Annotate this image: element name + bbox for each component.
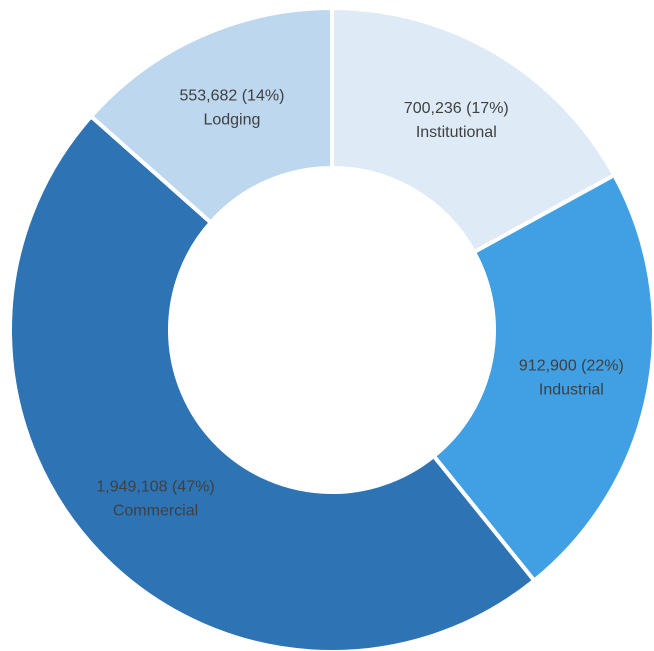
category-label: Commercial: [113, 503, 198, 520]
donut-slice: [430, 172, 654, 584]
data-label: 553,682 (14%): [179, 88, 284, 105]
donut-slice: [330, 5, 618, 255]
donut-slice: [8, 113, 538, 651]
category-label: Institutional: [416, 124, 497, 141]
category-label: Lodging: [203, 112, 260, 129]
data-label: 700,236 (17%): [404, 100, 509, 117]
data-label: 912,900 (22%): [519, 357, 624, 374]
data-label: 1,949,108 (47%): [96, 479, 214, 496]
donut-slice: [88, 5, 334, 226]
category-label: Industrial: [539, 381, 604, 398]
